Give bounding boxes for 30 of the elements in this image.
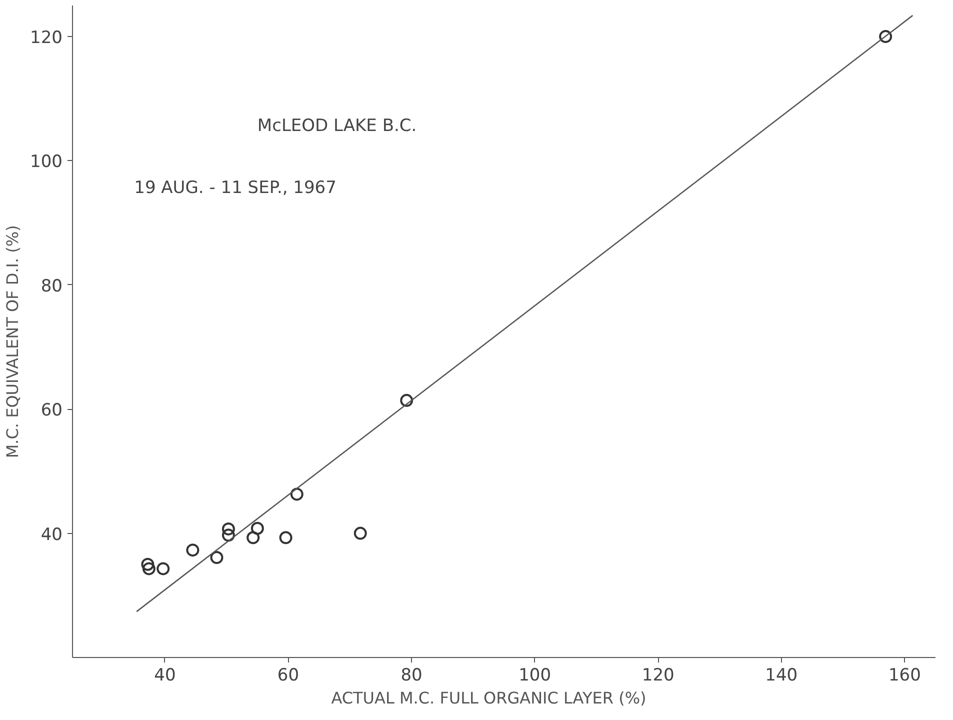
y-tick-label: 40 [40, 524, 63, 545]
point [290, 488, 304, 501]
x-axis-title: ACTUAL M.C. FULL ORGANIC LAYER (%) [331, 688, 646, 708]
point [246, 531, 260, 544]
x-tick-label: 160 [888, 666, 921, 686]
point [141, 558, 154, 571]
x-tick-label: 40 [154, 666, 176, 686]
point [222, 522, 235, 536]
x-tick-label: 140 [765, 666, 798, 686]
y-tick-label: 120 [30, 28, 63, 48]
point [250, 522, 264, 535]
y-tick-label: 80 [40, 276, 63, 296]
point [186, 544, 200, 557]
point [354, 526, 367, 540]
annotation: 19 AUG. - 11 SEP., 1967 [134, 178, 336, 198]
x-tick-label: 100 [518, 666, 552, 686]
y-axis-title: M.C. EQUIVALENT OF D.I. (%) [3, 225, 22, 458]
x-tick-label: 80 [400, 666, 422, 686]
point [879, 30, 892, 44]
point [279, 531, 292, 544]
x-tick-label: 60 [277, 666, 300, 686]
point [210, 551, 224, 564]
annotation: McLEOD LAKE B.C. [257, 116, 417, 136]
point [156, 562, 170, 576]
point [400, 394, 414, 407]
point [142, 562, 156, 576]
y-tick-label: 60 [40, 400, 63, 421]
y-tick-label: 100 [30, 152, 63, 172]
x-tick-label: 120 [642, 666, 674, 686]
point [222, 528, 235, 542]
